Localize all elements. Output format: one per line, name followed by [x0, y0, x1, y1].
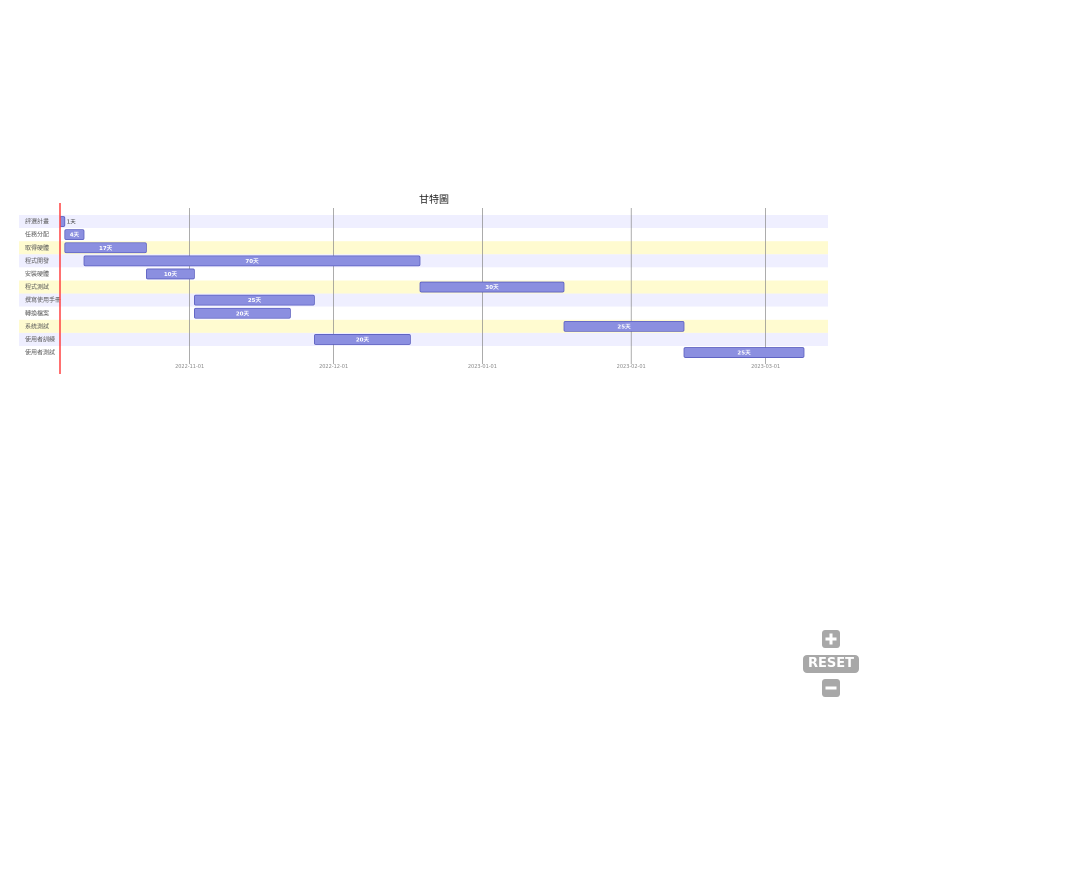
task-bar: [83, 255, 421, 267]
task-duration-label: 20天: [236, 310, 250, 317]
reset-button[interactable]: RESET: [803, 655, 859, 673]
task-bar: [64, 242, 147, 254]
task-bar: [563, 320, 685, 332]
x-axis-tick-labels: 2022-11-01 2022-12-01 2023-01-01 2023-02-01…: [175, 364, 780, 370]
plus-square-icon: [822, 630, 840, 648]
x-tick-label: 2022-11-01: [175, 364, 204, 370]
row-band: [19, 306, 828, 320]
task-duration-label: 4天: [70, 232, 80, 239]
row-band: [19, 319, 828, 333]
task-bar: [193, 294, 315, 306]
x-tick-label: 2022-12-01: [319, 364, 348, 370]
row-band: [19, 241, 828, 255]
row-band: [19, 267, 828, 281]
task-duration-labels: 1天 4天 17天 70天 10天 30天 25天 20天 25天 20天 25天: [67, 219, 751, 357]
task-name-label: 撰寫使用手冊: [25, 296, 61, 304]
task-duration-label: 30天: [485, 284, 499, 291]
task-name-label: 任務分配: [25, 231, 49, 239]
row-band: [19, 332, 828, 346]
zoom-out-button[interactable]: [803, 679, 859, 697]
row-band: [19, 228, 828, 242]
task-duration-label: 1天: [67, 219, 76, 226]
task-name-label: 程式開發: [25, 257, 49, 265]
x-tick-label: 2023-02-01: [617, 364, 646, 370]
task-duration-label: 10天: [164, 271, 178, 278]
task-name-labels: 評選計畫任務分配取得硬體程式開發安裝硬體程式測試撰寫使用手冊轉換檔案系統測試使用…: [25, 218, 61, 357]
row-band: [19, 293, 828, 307]
task-duration-label: 17天: [99, 245, 113, 252]
task-duration-label: 25天: [617, 323, 631, 330]
task-name-label: 取得硬體: [25, 244, 49, 252]
row-band: [19, 215, 828, 229]
x-tick-label: 2023-03-01: [751, 364, 780, 370]
task-bar: [683, 347, 805, 358]
zoom-in-button[interactable]: [803, 630, 859, 648]
task-duration-label: 25天: [248, 297, 262, 304]
task-bar: [419, 281, 565, 293]
chart-title: 甘特圖: [419, 193, 449, 206]
task-name-label: 轉換檔案: [25, 309, 49, 317]
task-bar: [64, 229, 85, 241]
task-bar: [193, 307, 291, 319]
task-name-label: 使用者訓練: [25, 335, 55, 343]
task-bar: [145, 268, 195, 280]
task-bar: [313, 334, 411, 345]
task-name-label: 使用者測試: [25, 349, 55, 357]
row-band: [19, 346, 828, 360]
task-duration-label: 70天: [245, 258, 259, 265]
minus-square-icon: [822, 679, 840, 697]
task-duration-label: 20天: [356, 336, 370, 343]
task-name-label: 系統測試: [25, 322, 49, 330]
task-name-label: 評選計畫: [25, 218, 49, 226]
task-duration-label: 25天: [737, 350, 751, 357]
task-name-label: 程式測試: [25, 283, 49, 291]
x-tick-label: 2023-01-01: [468, 364, 497, 370]
task-name-label: 安裝硬體: [25, 270, 49, 278]
task-bars: [59, 216, 805, 358]
